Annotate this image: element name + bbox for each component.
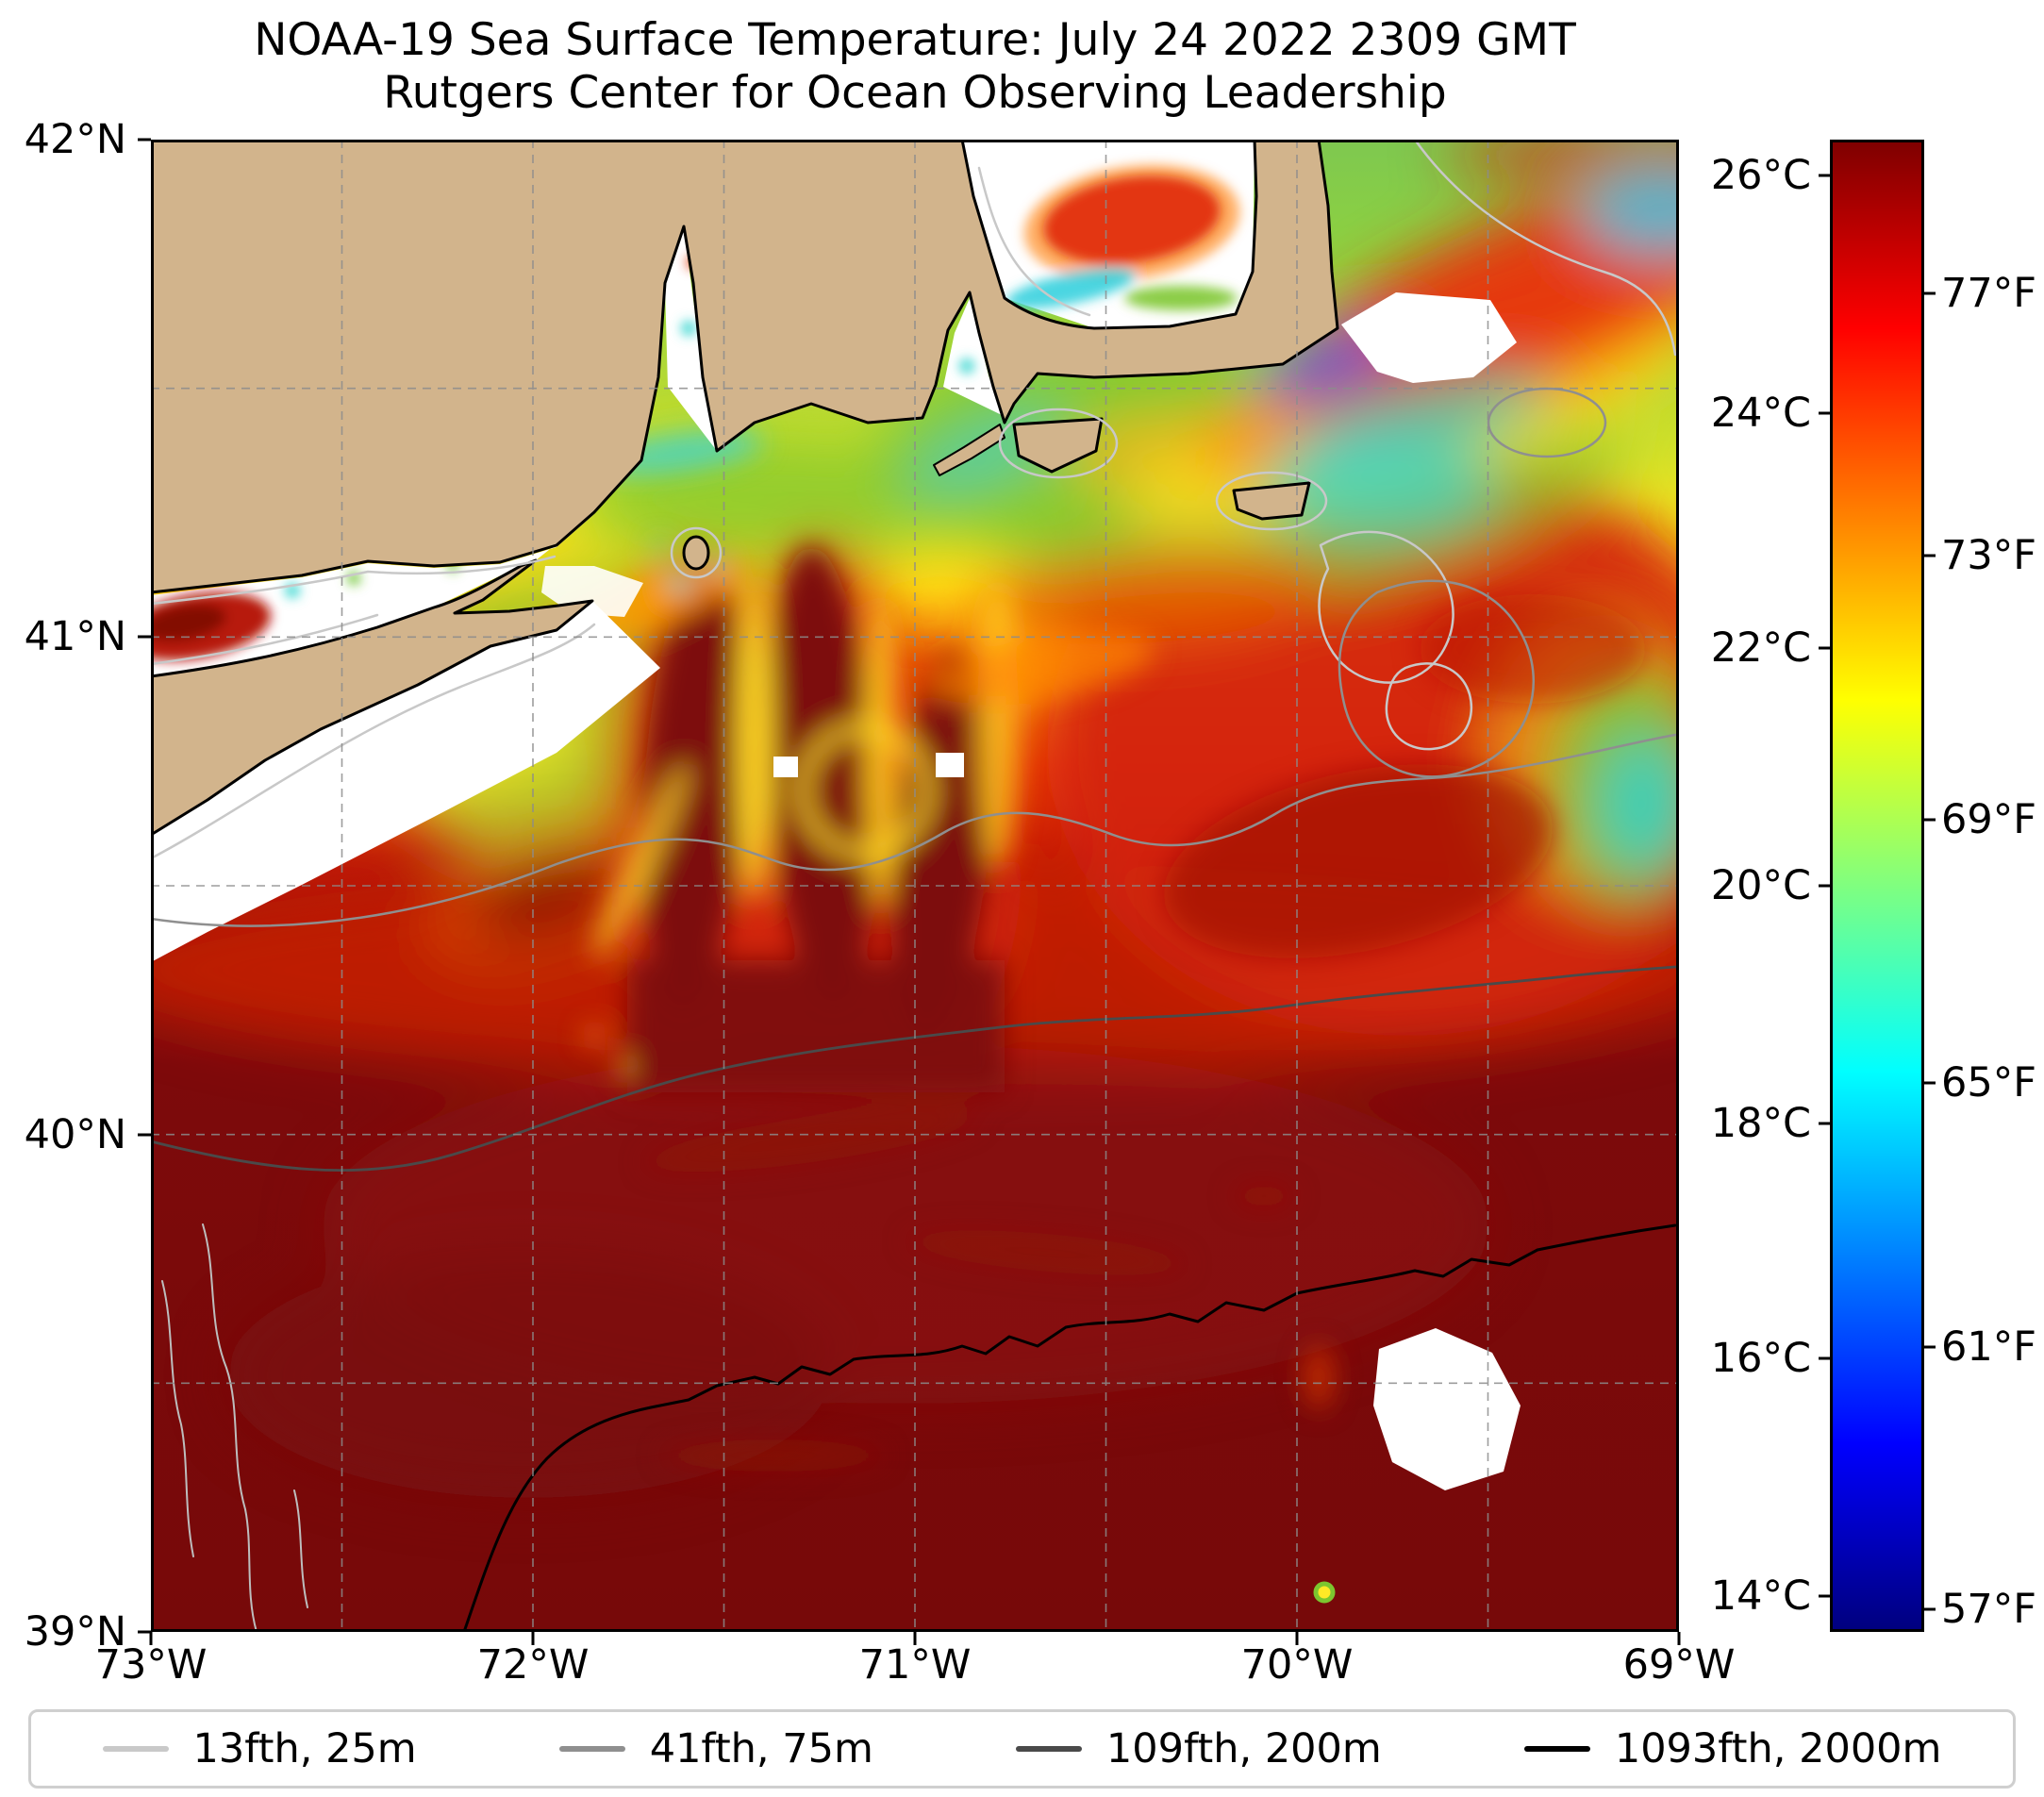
colorbar-celsius-mark	[1819, 884, 1830, 888]
land-long-island	[151, 558, 594, 837]
legend-line-swatch	[1015, 1746, 1082, 1752]
figure-title-line2: Rutgers Center for Ocean Observing Leade…	[383, 67, 1447, 119]
x-tick-69°W: 69°W	[1622, 1641, 1736, 1689]
colorbar-fahrenheit-mark	[1924, 1345, 1936, 1349]
colorbar-celsius-mark	[1819, 1594, 1830, 1598]
cloud-patch-east-of-cape-cod	[1341, 292, 1517, 383]
y-axis-tick-marks	[138, 138, 151, 1634]
cloud-pixel-2	[936, 753, 964, 777]
x-tick-72°W: 72°W	[476, 1641, 590, 1689]
colorbar-celsius-22°C: 22°C	[1710, 624, 1811, 673]
legend-item-109fth-200m: 109fth, 200m	[1015, 1725, 1382, 1772]
colorbar-celsius-24°C: 24°C	[1710, 389, 1811, 437]
legend-item-13fth-25m: 13fth, 25m	[102, 1725, 417, 1772]
colorbar-fahrenheit-labels: 77°F 73°F 69°F 65°F 61°F 57°F	[1941, 140, 2044, 1634]
colorbar-celsius-mark	[1819, 646, 1830, 650]
colorbar-celsius-mark	[1819, 174, 1830, 177]
y-axis-mark	[138, 635, 151, 639]
colorbar-celsius-mark	[1819, 1356, 1830, 1360]
buzzards-bay-water	[943, 298, 1002, 415]
legend-label: 1093fth, 2000m	[1614, 1725, 1942, 1772]
x-axis-tick-marks	[149, 1632, 1681, 1645]
isobath-200m	[151, 965, 1677, 1173]
x-axis-mark	[531, 1632, 535, 1645]
colorbar-fahrenheit-mark	[1924, 1607, 1936, 1611]
colorbar-fahrenheit-69°F: 69°F	[1941, 796, 2036, 844]
y-tick-40°N: 40°N	[24, 1110, 126, 1158]
y-tick-41°N: 41°N	[24, 613, 126, 661]
land-block-island	[682, 535, 710, 571]
colorbar-celsius-16°C: 16°C	[1710, 1335, 1811, 1383]
narragansett-bay-water	[665, 229, 717, 451]
land-marthas-vineyard	[1012, 417, 1104, 474]
isobath-canyon-detail	[161, 1223, 308, 1632]
legend-label: 13fth, 25m	[192, 1725, 417, 1772]
sst-fine-features	[496, 430, 1646, 1472]
figure-title-line1: NOAA-19 Sea Surface Temperature: July 24…	[254, 14, 1576, 66]
colorbar-fahrenheit-mark	[1924, 818, 1936, 822]
legend-line-swatch	[558, 1746, 625, 1752]
legend-label: 109fth, 200m	[1105, 1725, 1382, 1772]
x-axis-mark	[913, 1632, 917, 1645]
colorbar-fahrenheit-65°F: 65°F	[1941, 1058, 2036, 1106]
cloud-patch-southeast	[1373, 1328, 1521, 1490]
colorbar-fahrenheit-mark	[1924, 1081, 1936, 1085]
colorbar-celsius-mark	[1819, 411, 1830, 414]
x-axis-mark	[1677, 1632, 1681, 1645]
legend-line-swatch	[102, 1746, 169, 1752]
cloud-pixel-1	[773, 757, 798, 777]
legend-line-swatch	[1523, 1746, 1590, 1752]
colorbar-celsius-26°C: 26°C	[1710, 151, 1811, 199]
depth-contour-legend: 13fth, 25m 41fth, 75m 109fth, 200m 1093fth,…	[28, 1709, 2016, 1789]
colorbar-celsius-14°C: 14°C	[1710, 1572, 1811, 1621]
isobaths	[151, 140, 1677, 1632]
y-axis-mark	[138, 1133, 151, 1137]
warm-spot-south	[1313, 1581, 1336, 1604]
x-tick-73°W: 73°W	[94, 1641, 208, 1689]
cloud-no-data-patches	[773, 292, 1521, 1604]
colorbar-celsius-labels: 26°C 24°C 22°C 20°C 18°C 16°C 14°C	[1660, 140, 1811, 1632]
y-axis-tick-labels: 42°N 41°N 40°N 39°N	[0, 116, 134, 1656]
colorbar-fahrenheit-tick-marks	[1924, 140, 1936, 1632]
colorbar-celsius-20°C: 20°C	[1710, 862, 1811, 909]
land	[151, 140, 1339, 837]
colorbar-celsius-mark	[1819, 1122, 1830, 1125]
y-tick-39°N: 39°N	[24, 1608, 126, 1656]
isobath-25m	[151, 140, 1677, 1632]
map-plot-area	[151, 140, 1679, 1632]
x-tick-70°W: 70°W	[1240, 1641, 1354, 1689]
legend-label: 41fth, 75m	[649, 1725, 873, 1772]
colorbar-fahrenheit-61°F: 61°F	[1941, 1323, 2036, 1371]
legend-item-41fth-75m: 41fth, 75m	[558, 1725, 873, 1772]
x-axis-tick-labels: 73°W 72°W 71°W 70°W 69°W	[95, 1641, 1736, 1690]
colorbar-fahrenheit-mark	[1924, 291, 1936, 295]
colorbar-celsius-tick-marks	[1819, 140, 1830, 1632]
legend-item-1093fth-2000m: 1093fth, 2000m	[1523, 1725, 1942, 1772]
colorbar-fahrenheit-73°F: 73°F	[1941, 532, 2036, 580]
x-axis-mark	[1295, 1632, 1299, 1645]
nearshore-sst-features	[151, 164, 1240, 661]
colorbar-fahrenheit-77°F: 77°F	[1941, 269, 2036, 317]
sst-map-canvas	[151, 140, 1679, 1632]
colorbar-fahrenheit-mark	[1924, 554, 1936, 557]
graticule	[151, 140, 1679, 1632]
y-tick-42°N: 42°N	[24, 116, 126, 163]
y-axis-mark	[138, 138, 151, 141]
temperature-colorbar	[1830, 140, 1924, 1632]
land-new-england-mainland-and-cape-cod	[151, 140, 1339, 594]
land-nantucket	[1232, 481, 1311, 521]
isobath-2000m	[462, 1223, 1677, 1632]
colorbar-celsius-18°C: 18°C	[1710, 1099, 1811, 1147]
no-data-long-island-sound	[151, 514, 594, 676]
land-elizabeth-islands	[933, 424, 1005, 476]
x-axis-mark	[149, 1632, 153, 1645]
colorbar-fahrenheit-57°F: 57°F	[1941, 1586, 2036, 1634]
map-border	[151, 140, 1679, 1632]
y-axis-mark	[138, 1630, 151, 1634]
x-tick-71°W: 71°W	[858, 1641, 972, 1689]
